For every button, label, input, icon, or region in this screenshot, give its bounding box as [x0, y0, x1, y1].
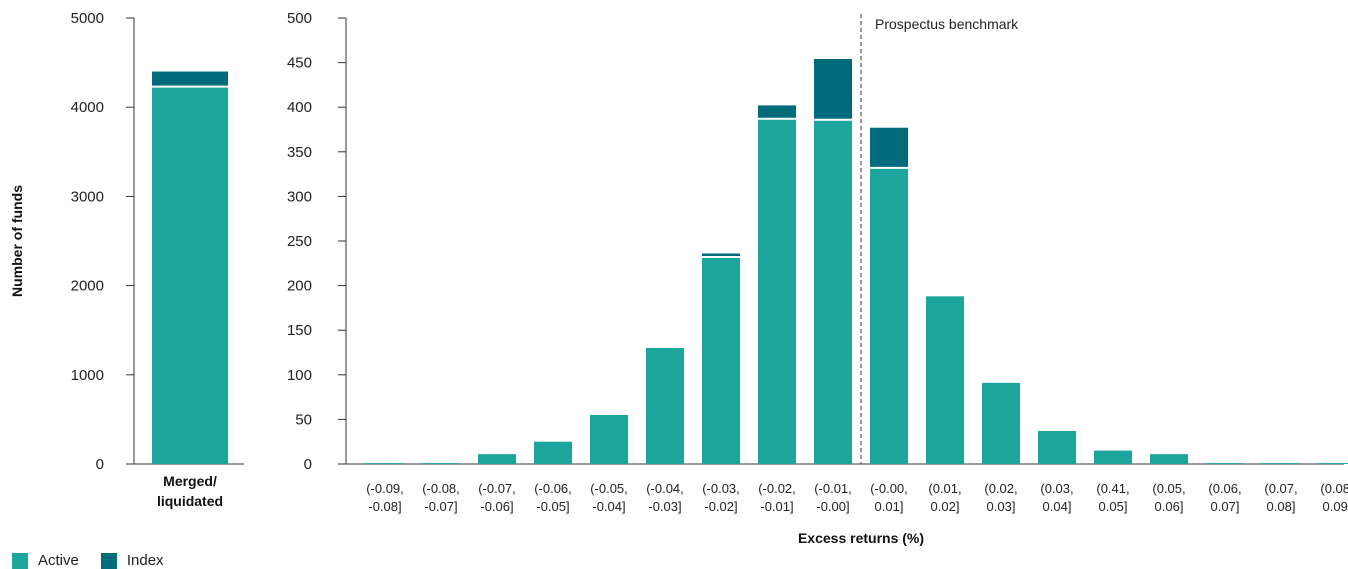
- bar-index: [758, 105, 796, 119]
- x-category-label: (0.41,: [1096, 481, 1129, 496]
- legend-swatch-index: [100, 552, 117, 569]
- bar-active: [366, 463, 404, 464]
- x-category-label: (0.07,: [1264, 481, 1297, 496]
- x-category-label: (0.05,: [1152, 481, 1185, 496]
- x-category-label: (-0.01,: [814, 481, 852, 496]
- left-y-tick-label: 0: [96, 456, 104, 473]
- x-category-label: -0.02]: [704, 499, 737, 514]
- right-y-tick-label: 50: [295, 411, 312, 428]
- bar-active: [646, 348, 684, 464]
- x-category-label: -0.05]: [536, 499, 569, 514]
- x-category-label: (-0.09,: [366, 481, 404, 496]
- bar-active: [1150, 454, 1188, 464]
- x-category-label: (0.08,: [1320, 481, 1348, 496]
- x-axis-title: Excess returns (%): [798, 530, 924, 546]
- right-y-tick-label: 450: [287, 55, 312, 72]
- x-category-label: 0.03]: [987, 499, 1016, 514]
- left-y-tick-label: 4000: [71, 99, 104, 116]
- x-category-label: -0.03]: [648, 499, 681, 514]
- x-category-label: -0.06]: [480, 499, 513, 514]
- x-category-label: (-0.06,: [534, 481, 572, 496]
- x-category-label: 0.06]: [1155, 499, 1184, 514]
- bar-active: [1318, 463, 1348, 464]
- right-y-tick-label: 0: [304, 456, 312, 473]
- x-category-label: (-0.08,: [422, 481, 460, 496]
- benchmark-label: Prospectus benchmark: [875, 16, 1019, 32]
- x-category-label: (-0.00,: [870, 481, 908, 496]
- bar-active: [758, 118, 796, 465]
- left-y-tick-label: 5000: [71, 10, 104, 27]
- left-category-label: Merged/: [163, 473, 217, 489]
- bar-active: [702, 257, 740, 464]
- x-category-label: 0.05]: [1099, 499, 1128, 514]
- bar-active-merged: [152, 86, 228, 465]
- left-category-label: liquidated: [157, 493, 223, 509]
- right-y-tick-label: 300: [287, 188, 312, 205]
- bar-active: [982, 382, 1020, 464]
- x-category-label: 0.01]: [875, 499, 904, 514]
- right-y-tick-label: 400: [287, 99, 312, 116]
- legend-item-active: Active: [12, 552, 79, 569]
- right-y-tick-label: 200: [287, 278, 312, 295]
- right-y-tick-label: 100: [287, 367, 312, 384]
- bar-active: [478, 454, 516, 464]
- right-y-tick-label: 350: [287, 144, 312, 161]
- x-category-label: -0.01]: [760, 499, 793, 514]
- x-category-label: (-0.03,: [702, 481, 740, 496]
- bar-active: [870, 167, 908, 464]
- legend-item-index: Index: [100, 552, 164, 569]
- bar-active: [590, 414, 628, 464]
- left-y-tick-label: 3000: [71, 188, 104, 205]
- x-category-label: 0.08]: [1267, 499, 1296, 514]
- right-y-tick-label: 500: [287, 10, 312, 27]
- y-axis-title: Number of funds: [9, 185, 25, 297]
- x-category-label: 0.02]: [931, 499, 960, 514]
- bar-index-merged: [152, 71, 228, 87]
- bar-index: [870, 127, 908, 168]
- x-category-label: 0.09]: [1323, 499, 1348, 514]
- left-y-tick-label: 1000: [71, 367, 104, 384]
- chart-legend: Active Index: [12, 552, 186, 569]
- x-category-label: 0.04]: [1043, 499, 1072, 514]
- x-category-label: (-0.02,: [758, 481, 796, 496]
- bar-active: [422, 463, 460, 464]
- bar-active: [926, 296, 964, 464]
- x-category-label: (-0.05,: [590, 481, 628, 496]
- legend-label-index: Index: [126, 552, 164, 569]
- x-category-label: (0.03,: [1040, 481, 1073, 496]
- right-y-tick-label: 250: [287, 233, 312, 250]
- right-y-tick-label: 150: [287, 322, 312, 339]
- bar-active: [814, 119, 852, 465]
- x-category-label: (-0.04,: [646, 481, 684, 496]
- x-category-label: 0.07]: [1211, 499, 1240, 514]
- x-category-label: (0.06,: [1208, 481, 1241, 496]
- bar-active: [534, 441, 572, 464]
- bar-active: [1038, 430, 1076, 464]
- legend-swatch-active: [12, 552, 28, 569]
- bar-active: [1094, 450, 1132, 464]
- x-category-label: -0.07]: [424, 499, 457, 514]
- x-category-label: (0.02,: [984, 481, 1017, 496]
- x-category-label: -0.00]: [816, 499, 849, 514]
- left-y-tick-label: 2000: [71, 278, 104, 295]
- bar-active: [1262, 463, 1300, 464]
- x-category-label: (-0.07,: [478, 481, 516, 496]
- bar-index: [814, 59, 852, 120]
- bar-active: [1206, 463, 1244, 464]
- bar-index: [702, 253, 740, 258]
- x-category-label: -0.04]: [592, 499, 625, 514]
- legend-label-active: Active: [38, 552, 79, 569]
- x-category-label: -0.08]: [368, 499, 401, 514]
- x-category-label: (0.01,: [928, 481, 961, 496]
